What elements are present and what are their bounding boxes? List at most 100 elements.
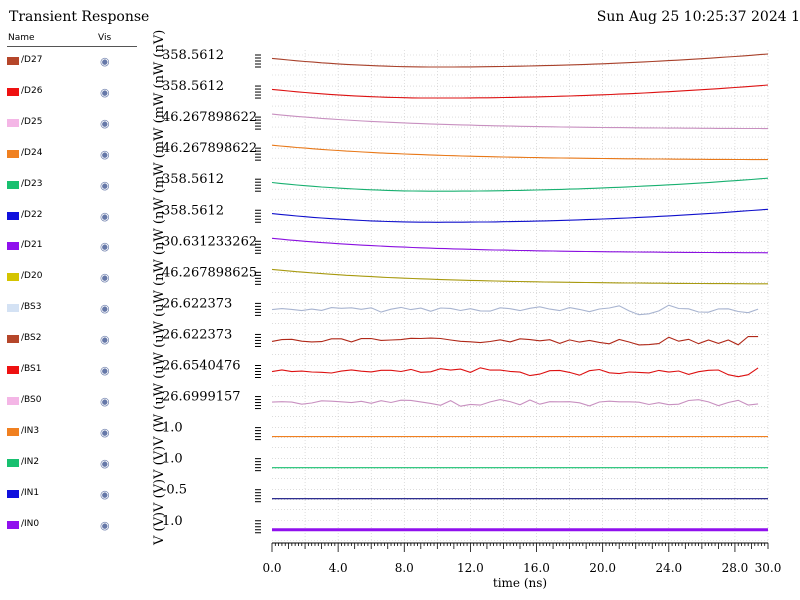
legend-item-label: /D20 — [21, 271, 43, 282]
series-value-label: 30.631233262 — [162, 234, 257, 249]
series-line — [271, 53, 769, 68]
legend-item-label: /D26 — [21, 85, 43, 96]
legend-item[interactable]: /IN1 ◉ — [7, 488, 137, 502]
legend-item-label: /BS1 — [21, 364, 42, 374]
visibility-eye-icon[interactable]: ◉ — [100, 333, 110, 347]
series-value-label: 46.267898625 — [162, 265, 257, 280]
legend-item[interactable]: /D23 ◉ — [7, 179, 137, 193]
legend-item-label: /BS3 — [21, 302, 42, 313]
visibility-eye-icon[interactable]: ◉ — [100, 178, 110, 192]
series-value-label: 358.5612 — [162, 172, 224, 187]
legend-swatch — [7, 489, 19, 498]
x-tick-label: 0.0 — [262, 561, 281, 575]
visibility-eye-icon[interactable]: ◉ — [100, 302, 110, 316]
series-value-label: 26.6540476 — [162, 359, 241, 374]
series-line — [271, 367, 759, 378]
legend-item-label: /BS2 — [21, 333, 42, 344]
legend-item[interactable]: /D25 ◉ — [7, 117, 137, 131]
legend-item[interactable]: /D21 ◉ — [7, 240, 137, 254]
legend-swatch — [7, 458, 19, 467]
visibility-eye-icon[interactable]: ◉ — [100, 425, 110, 439]
legend-item[interactable]: /BS2 ◉ — [7, 333, 137, 347]
legend-item-label: /IN0 — [21, 518, 40, 529]
visibility-eye-icon[interactable]: ◉ — [100, 364, 110, 377]
series-line — [271, 177, 769, 192]
series-line — [271, 335, 759, 346]
series-value-label: 1.0 — [162, 452, 183, 467]
legend-item[interactable]: /BS3 ◉ — [7, 302, 137, 316]
series-line — [271, 144, 768, 161]
legend-item[interactable]: /D26 ◉ — [7, 86, 137, 100]
x-tick-label: 12.0 — [457, 561, 484, 575]
x-tick-label: 16.0 — [523, 561, 550, 575]
legend-item-label: /D22 — [21, 209, 43, 220]
visibility-eye-icon[interactable]: ◉ — [100, 271, 110, 285]
series-line — [271, 84, 769, 99]
series-value-label: 1.0 — [162, 421, 183, 436]
series-value-label: 46.267898622 — [162, 141, 257, 156]
legend-header: Name Vis — [7, 33, 137, 47]
legend-swatch — [7, 180, 19, 189]
legend-item[interactable]: /IN0 ◉ — [7, 519, 137, 533]
legend-swatch — [7, 211, 19, 220]
legend-item[interactable]: /IN2 ◉ — [7, 457, 137, 471]
visibility-eye-icon[interactable]: ◉ — [100, 456, 110, 470]
legend-swatch — [7, 304, 19, 313]
x-axis-label: time (ns) — [493, 576, 547, 590]
legend-item[interactable]: /BS1 ◉ — [7, 364, 137, 378]
legend-vis-header: Vis — [98, 33, 112, 43]
legend-swatch — [7, 335, 19, 344]
visibility-eye-icon[interactable]: ◉ — [100, 240, 110, 254]
legend-item[interactable]: /IN3 ◉ — [7, 426, 137, 440]
visibility-eye-icon[interactable]: ◉ — [100, 209, 110, 223]
legend-swatch — [7, 273, 19, 282]
visibility-eye-icon[interactable]: ◉ — [100, 518, 110, 532]
legend-item-label: /D21 — [21, 240, 43, 251]
legend-item[interactable]: /D22 ◉ — [7, 210, 137, 224]
visibility-eye-icon[interactable]: ◉ — [100, 487, 110, 501]
legend-item-label: /IN3 — [21, 425, 40, 436]
series-value-label: 46.267898622 — [162, 110, 257, 125]
x-tick-label: 30.0 — [755, 561, 782, 575]
visibility-eye-icon[interactable]: ◉ — [100, 55, 110, 68]
legend-swatch — [7, 366, 19, 374]
visibility-eye-icon[interactable]: ◉ — [100, 147, 110, 161]
series-line — [271, 268, 768, 285]
series-line — [271, 399, 759, 407]
timestamp: Sun Aug 25 10:25:37 2024 1 — [596, 9, 800, 25]
visibility-eye-icon[interactable]: ◉ — [100, 85, 110, 99]
legend-swatch — [7, 57, 19, 65]
series-value-label: -0.5 — [162, 483, 187, 498]
legend-item[interactable]: /D20 ◉ — [7, 271, 137, 285]
legend-swatch — [7, 520, 19, 529]
legend-swatch — [7, 87, 19, 96]
x-tick-label: 8.0 — [395, 561, 414, 575]
series-value-label: 26.622373 — [162, 327, 232, 342]
x-tick-label: 20.0 — [589, 561, 616, 575]
series-value-label: 1.0 — [162, 514, 183, 529]
legend-swatch — [7, 396, 19, 405]
legend-swatch — [7, 118, 19, 127]
x-tick-label: 28.0 — [722, 561, 749, 575]
series-line — [271, 237, 769, 254]
visibility-eye-icon[interactable]: ◉ — [100, 394, 110, 408]
window-title: Transient Response — [9, 9, 150, 25]
visibility-eye-icon[interactable]: ◉ — [100, 116, 110, 130]
series-value-label: 358.5612 — [162, 79, 224, 94]
series-value-label: 26.6999157 — [162, 390, 241, 405]
legend-item-label: /D27 — [21, 55, 43, 65]
legend-item-label: /BS0 — [21, 394, 42, 405]
legend-item[interactable]: /D27 ◉ — [7, 55, 137, 69]
series-value-label: 26.622373 — [162, 296, 232, 311]
legend-item[interactable]: /D24 ◉ — [7, 148, 137, 162]
legend-name-header: Name — [8, 33, 35, 43]
legend-swatch — [7, 149, 19, 158]
legend-item[interactable]: /BS0 ◉ — [7, 395, 137, 409]
series-line — [271, 304, 759, 316]
x-tick-label: 4.0 — [329, 561, 348, 575]
legend-item-label: /D25 — [21, 116, 43, 127]
legend-swatch — [7, 427, 19, 436]
x-tick-label: 24.0 — [655, 561, 682, 575]
legend-item-label: /IN1 — [21, 487, 40, 498]
